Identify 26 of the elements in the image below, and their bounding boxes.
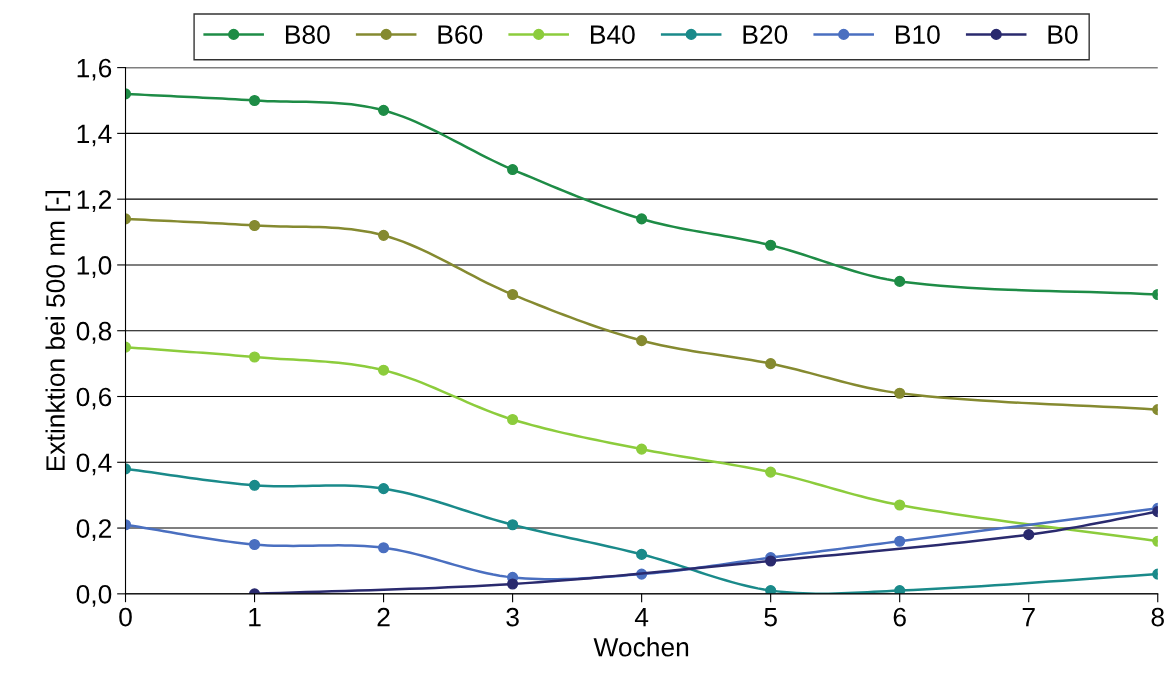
y-tick-label: 0,4 — [76, 453, 112, 476]
legend-label: B80 — [285, 25, 330, 44]
y-tick-label: 0,2 — [76, 519, 111, 541]
y-tick-label: 1,6 — [77, 58, 112, 81]
x-tick-label: 7 — [1022, 608, 1035, 627]
x-axis-title: Wochen — [593, 637, 689, 657]
y-tick-label: 1,4 — [77, 124, 112, 147]
legend-label: B20 — [743, 25, 788, 44]
legend-label: B40 — [590, 25, 635, 44]
y-tick-label: 0,0 — [76, 584, 112, 607]
x-tick-label: 3 — [506, 607, 519, 627]
x-tick-label: 1 — [249, 608, 261, 627]
y-axis-title: Extinktion bei 500 nm [-] — [45, 191, 71, 471]
y-tick-label: 1,0 — [77, 256, 112, 278]
legend-label: B10 — [896, 25, 940, 44]
x-tick-label: 0 — [119, 607, 132, 627]
x-tick-label: 2 — [377, 607, 390, 627]
y-tick-label: 0,6 — [76, 387, 112, 410]
y-tick-label: 1,2 — [77, 190, 111, 213]
x-tick-label: 6 — [893, 607, 906, 627]
x-tick-label: 4 — [634, 608, 649, 627]
legend-label: B0 — [1048, 25, 1078, 44]
x-tick-label: 8 — [1151, 607, 1164, 627]
y-tick-label: 0,8 — [76, 321, 112, 344]
x-tick-label: 5 — [764, 608, 777, 627]
legend-label: B60 — [438, 25, 483, 44]
